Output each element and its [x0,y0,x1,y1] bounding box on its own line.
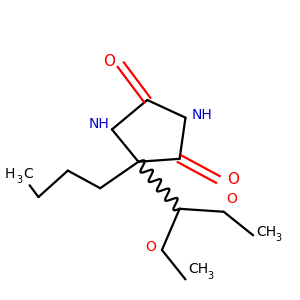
Text: CH: CH [188,262,208,276]
Text: CH: CH [256,225,276,239]
Text: NH: NH [88,116,109,130]
Text: 3: 3 [275,233,281,243]
Text: O: O [226,192,238,206]
Text: C: C [24,167,34,181]
Text: 3: 3 [16,175,22,185]
Text: 3: 3 [208,271,214,281]
Text: H: H [4,167,15,181]
Text: O: O [226,172,238,187]
Text: NH: NH [191,108,212,122]
Text: O: O [103,54,115,69]
Text: O: O [145,240,156,254]
